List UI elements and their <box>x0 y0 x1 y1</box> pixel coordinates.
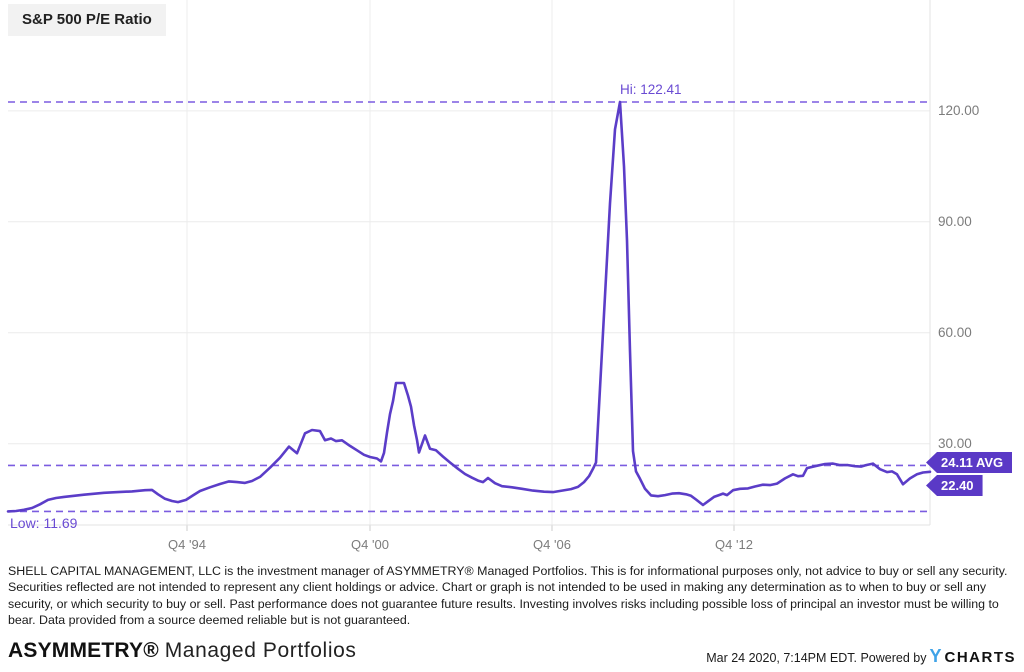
ycharts-logo-y: Y <box>929 646 942 666</box>
asymmetry-logo-bold: ASYMMETRY® <box>8 639 159 662</box>
high-annotation-label: Hi: 122.41 <box>620 82 682 97</box>
x-axis-label: Q4 '94 <box>168 537 206 552</box>
disclaimer-text: SHELL CAPITAL MANAGEMENT, LLC is the inv… <box>8 564 1008 628</box>
y-axis-label: 120.00 <box>938 102 980 118</box>
chart-plot-canvas <box>6 0 932 531</box>
x-axis-label: Q4 '12 <box>715 537 753 552</box>
ycharts-logo-charts: CHARTS <box>944 649 1016 666</box>
y-axis-label: 30.00 <box>938 435 972 451</box>
chart-title: S&P 500 P/E Ratio <box>22 11 152 28</box>
x-axis-label: Q4 '00 <box>351 537 389 552</box>
footer-stamp: Mar 24 2020, 7:14PM EDT. Powered by Y CH… <box>706 646 1016 667</box>
low-annotation-label: Low: 11.69 <box>10 515 78 532</box>
timestamp-text: Mar 24 2020, 7:14PM EDT. Powered by <box>706 651 927 665</box>
x-axis-label: Q4 '06 <box>533 537 571 552</box>
pe-ratio-chart: S&P 500 P/E Ratio Hi: 122.41 Low: 11.69 … <box>6 0 1013 552</box>
asymmetry-logo-regular: Managed Portfolios <box>164 639 357 662</box>
y-axis-label: 90.00 <box>938 213 972 229</box>
asymmetry-logo: ASYMMETRY® Managed Portfolios <box>8 639 356 663</box>
chart-title-box: S&P 500 P/E Ratio <box>8 4 166 36</box>
pe-ratio-line <box>6 100 932 513</box>
last-value-badge: 22.40 <box>926 475 983 496</box>
y-axis-label: 60.00 <box>938 324 972 340</box>
average-value-badge: 24.11 AVG <box>926 452 1013 473</box>
